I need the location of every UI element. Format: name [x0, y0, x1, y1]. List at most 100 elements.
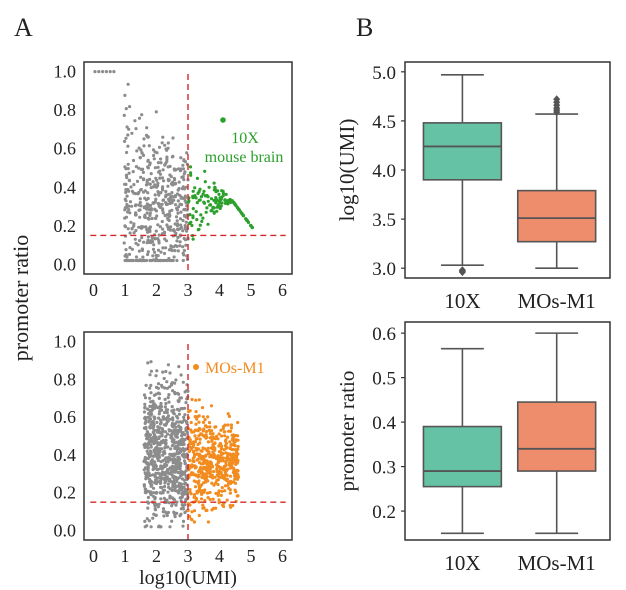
scatter_10x-point — [164, 246, 168, 250]
scatter_mos-point — [191, 459, 195, 463]
scatter_10x-point — [206, 222, 210, 226]
scatter_10x-point — [161, 227, 165, 231]
scatter_mos-point — [162, 477, 166, 481]
scatter_10x-point — [125, 255, 129, 259]
scatter_mos-point — [144, 491, 148, 495]
box_umi-box — [422, 122, 503, 181]
scatter_mos-point — [163, 386, 167, 390]
scatter_mos-point — [164, 422, 168, 426]
scatter_10x-point — [130, 131, 134, 135]
scatter_10x-point — [212, 181, 216, 185]
scatter_mos-point — [205, 435, 209, 439]
scatter_mos-point — [156, 452, 160, 456]
scatter_10x-point — [154, 110, 158, 114]
scatter_10x-point — [216, 189, 220, 193]
scatter_mos-point — [198, 437, 202, 441]
scatter_mos-point — [234, 433, 238, 438]
scatter_10x-point — [125, 194, 129, 198]
scatter_10x-point — [154, 176, 158, 180]
scatter_mos-point — [209, 432, 213, 436]
scatter_10x-point — [126, 82, 130, 86]
scatter_mos-point — [174, 425, 178, 429]
scatter_mos-point — [217, 501, 221, 505]
scatter_10x-point — [173, 168, 177, 172]
scatter_mos-point — [181, 505, 185, 509]
scatter_10x-legend-dot — [220, 117, 226, 123]
box_promoter-y-tick: 0.3 — [372, 458, 396, 479]
scatter_10x-point — [186, 200, 190, 204]
scatter_mos-point — [153, 507, 157, 511]
scatter_mos-point — [165, 380, 169, 384]
scatter_mos-point — [199, 432, 203, 436]
scatter_10x-point — [184, 185, 188, 189]
scatter_mos-point — [154, 513, 158, 517]
scatter_mos-point — [214, 491, 218, 495]
scatter_mos-point — [148, 473, 152, 477]
scatter_10x-point — [149, 172, 153, 176]
scatter_mos-point — [201, 415, 205, 419]
scatter_mos-point — [203, 475, 207, 479]
scatter_10x-point — [183, 214, 187, 218]
scatter_10x-point — [139, 175, 143, 179]
scatter_10x-point — [155, 214, 159, 218]
scatter_10x-point — [164, 201, 168, 205]
scatter_10x-point — [133, 204, 137, 208]
scatter_mos-point — [157, 416, 161, 420]
scatter_mos-point — [201, 503, 205, 507]
scatter_10x-point — [214, 201, 218, 205]
scatter_mos-point — [229, 505, 233, 509]
scatter_mos-point — [223, 484, 228, 488]
scatter_10x-point — [142, 137, 146, 141]
scatter_mos-point — [148, 477, 152, 481]
scatter_mos-point — [210, 481, 214, 485]
scatter_mos-point — [177, 491, 181, 495]
scatter_10x-point — [151, 254, 155, 258]
scatter_10x-point — [152, 250, 157, 254]
scatter_10x-point — [245, 218, 249, 222]
scatter_10x-point — [175, 206, 179, 210]
scatter_mos-point — [206, 496, 210, 500]
scatter_mos-point — [149, 423, 153, 427]
scatter_10x-y-tick: 0.4 — [54, 177, 77, 197]
scatter_mos-point — [172, 475, 176, 479]
scatter_mos-point — [224, 456, 228, 460]
box_umi-outlier — [458, 266, 466, 275]
scatter_mos-point — [154, 490, 159, 495]
scatter_mos-point — [148, 396, 152, 400]
scatter_mos-point — [219, 428, 223, 432]
scatter_mos-point — [195, 417, 199, 421]
scatter_mos-point — [190, 518, 194, 522]
scatter_mos-point — [183, 433, 187, 437]
scatter_mos-point — [235, 455, 239, 459]
scatter_10x-point — [175, 239, 179, 243]
scatter_mos-point — [159, 401, 163, 406]
scatter_10x-point — [176, 211, 180, 215]
scatter_10x-point — [128, 246, 132, 250]
scatter_10x-point — [123, 93, 127, 97]
scatter_10x-point — [124, 199, 128, 203]
scatter_10x-point — [156, 223, 160, 227]
scatter_mos-point — [174, 485, 178, 489]
scatter_mos-point — [163, 484, 167, 489]
scatter_mos-point — [229, 429, 233, 433]
scatter_10x-point — [131, 158, 136, 163]
scatter_mos-point — [154, 440, 158, 444]
scatter_10x-point — [108, 70, 112, 74]
scatter_mos-point — [165, 411, 169, 415]
scatter_10x-point — [135, 179, 140, 183]
scatter_mos-point — [199, 497, 204, 501]
scatter_10x-x-tick: 1 — [120, 280, 129, 300]
scatter_10x-point — [127, 208, 131, 212]
scatter_10x-point — [181, 218, 185, 223]
scatter_10x-point — [159, 157, 163, 161]
scatter_10x-point — [132, 183, 136, 187]
scatter_mos-point — [177, 470, 181, 474]
scatter_10x-point — [167, 214, 172, 218]
scatter_10x-point — [181, 163, 185, 167]
scatter_10x-point — [177, 180, 181, 184]
scatter_10x-point — [161, 135, 165, 139]
scatter_mos-point — [181, 519, 186, 524]
scatter_mos-point — [206, 479, 210, 483]
scatter_mos-point — [178, 496, 182, 500]
scatter_mos-point — [143, 519, 147, 524]
